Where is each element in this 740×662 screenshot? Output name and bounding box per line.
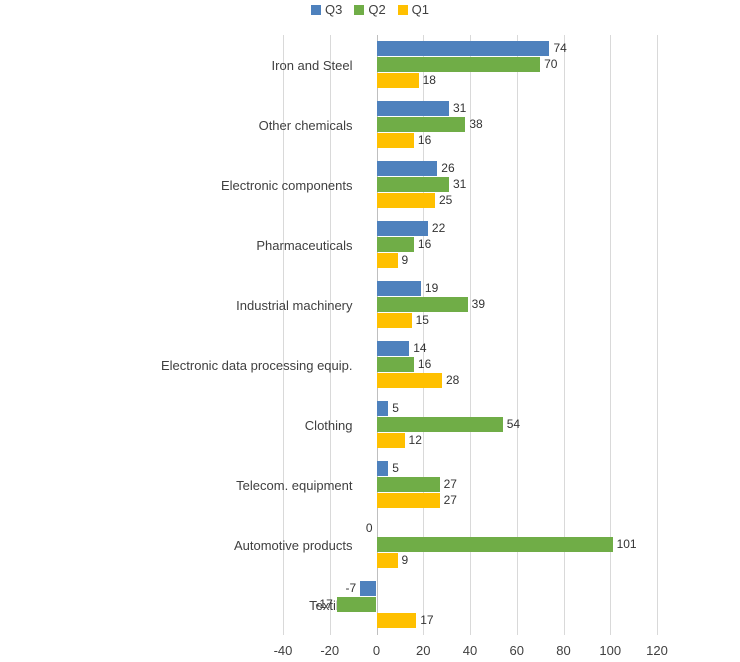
legend-label: Q2 xyxy=(368,2,386,17)
gridline xyxy=(516,35,518,635)
legend-item-q3: Q3 xyxy=(310,2,343,17)
data-label: 12 xyxy=(408,433,422,447)
bar-q2 xyxy=(376,57,541,72)
gridline xyxy=(423,35,425,635)
bar-q2 xyxy=(376,117,466,132)
category-label: Automotive products xyxy=(233,537,353,553)
data-label: 26 xyxy=(441,161,455,175)
x-axis-tick-label: 80 xyxy=(556,643,571,658)
gridline xyxy=(470,35,471,635)
bar-q3 xyxy=(376,341,410,356)
bar-q3 xyxy=(376,101,449,116)
gridline xyxy=(329,35,331,635)
data-label: 27 xyxy=(443,493,457,507)
data-label: 25 xyxy=(438,193,453,207)
bar-q3 xyxy=(376,281,421,296)
category-label: Telecom. equipment xyxy=(236,477,353,493)
category-label: Other chemicals xyxy=(258,117,353,133)
data-label: 31 xyxy=(452,101,467,115)
data-label: 16 xyxy=(417,237,432,251)
data-label: 19 xyxy=(424,281,439,295)
bar-q3 xyxy=(376,401,389,416)
bar-q1 xyxy=(376,373,442,388)
bar-q1 xyxy=(376,313,412,328)
data-label: 54 xyxy=(506,417,521,431)
legend-swatch-icon xyxy=(354,4,365,15)
x-axis-tick-label: 20 xyxy=(416,643,431,658)
data-label: 0 xyxy=(365,521,373,535)
bar-q3 xyxy=(360,581,377,596)
data-label: 70 xyxy=(544,57,558,71)
data-label: 18 xyxy=(422,73,436,87)
data-label: 9 xyxy=(401,253,409,267)
bar-q1 xyxy=(376,253,398,268)
x-axis-tick-label: 120 xyxy=(646,643,668,658)
data-label: 31 xyxy=(452,177,467,191)
category-label: Iron and Steel xyxy=(271,57,353,73)
bar-q3 xyxy=(376,161,438,176)
data-label: 15 xyxy=(415,313,429,327)
bar-q1 xyxy=(376,493,440,508)
category-label: Industrial machinery xyxy=(236,297,353,313)
legend-swatch-icon xyxy=(397,4,408,15)
data-label: 101 xyxy=(616,537,637,551)
category-label: Pharmaceuticals xyxy=(256,237,353,253)
gridline xyxy=(657,35,658,635)
x-axis-tick-label: 60 xyxy=(509,643,524,658)
bar-q2 xyxy=(376,177,449,192)
data-label: -7 xyxy=(345,581,357,595)
legend-item-q1: Q1 xyxy=(397,2,430,17)
bar-q2 xyxy=(376,237,414,252)
value-axis-line xyxy=(376,35,378,635)
bar-q1 xyxy=(376,73,419,88)
bar-q3 xyxy=(376,221,428,236)
data-label: 9 xyxy=(401,553,409,567)
gridline xyxy=(283,35,284,635)
gridline xyxy=(610,35,612,635)
bar-q2 xyxy=(376,357,414,372)
legend-swatch-icon xyxy=(310,4,321,15)
data-label: 5 xyxy=(392,461,399,475)
legend-item-q2: Q2 xyxy=(354,2,386,17)
data-label: 17 xyxy=(420,613,434,627)
gridline xyxy=(563,35,565,635)
bar-q2 xyxy=(376,417,503,432)
category-label: Electronic data processing equip. xyxy=(160,357,353,373)
category-label: Electronic components xyxy=(220,177,353,193)
bar-q2 xyxy=(376,477,440,492)
data-label: 14 xyxy=(413,341,427,355)
data-label: 16 xyxy=(417,357,432,371)
bar-q1 xyxy=(376,193,435,208)
category-label: Clothing xyxy=(304,417,353,433)
x-axis-tick-label: 40 xyxy=(462,643,478,658)
bar-q1 xyxy=(376,433,405,448)
data-label: 16 xyxy=(417,133,432,147)
data-label: 28 xyxy=(445,373,460,387)
bar-q3 xyxy=(376,41,550,56)
data-label: 39 xyxy=(471,297,486,311)
data-label: 74 xyxy=(553,41,567,55)
data-label: 22 xyxy=(431,221,446,235)
bar-q3 xyxy=(376,461,389,476)
data-label: 38 xyxy=(469,117,483,131)
bar-q1 xyxy=(376,133,414,148)
x-axis-tick-label: -40 xyxy=(273,643,293,658)
legend-label: Q3 xyxy=(324,2,343,17)
x-axis-tick-label: 0 xyxy=(372,643,381,658)
x-axis-tick-label: -20 xyxy=(320,643,340,658)
bar-q2 xyxy=(336,597,377,612)
data-label: 5 xyxy=(392,401,399,415)
bar-q2 xyxy=(376,537,613,552)
chart-legend: Q3 Q2 Q1 xyxy=(0,2,740,17)
bar-q2 xyxy=(376,297,468,312)
legend-label: Q1 xyxy=(411,2,430,17)
bar-q1 xyxy=(376,553,398,568)
x-axis-tick-label: 100 xyxy=(599,643,622,658)
data-label: 27 xyxy=(443,477,457,491)
data-label: -17 xyxy=(315,597,333,611)
bar-q1 xyxy=(376,613,417,628)
